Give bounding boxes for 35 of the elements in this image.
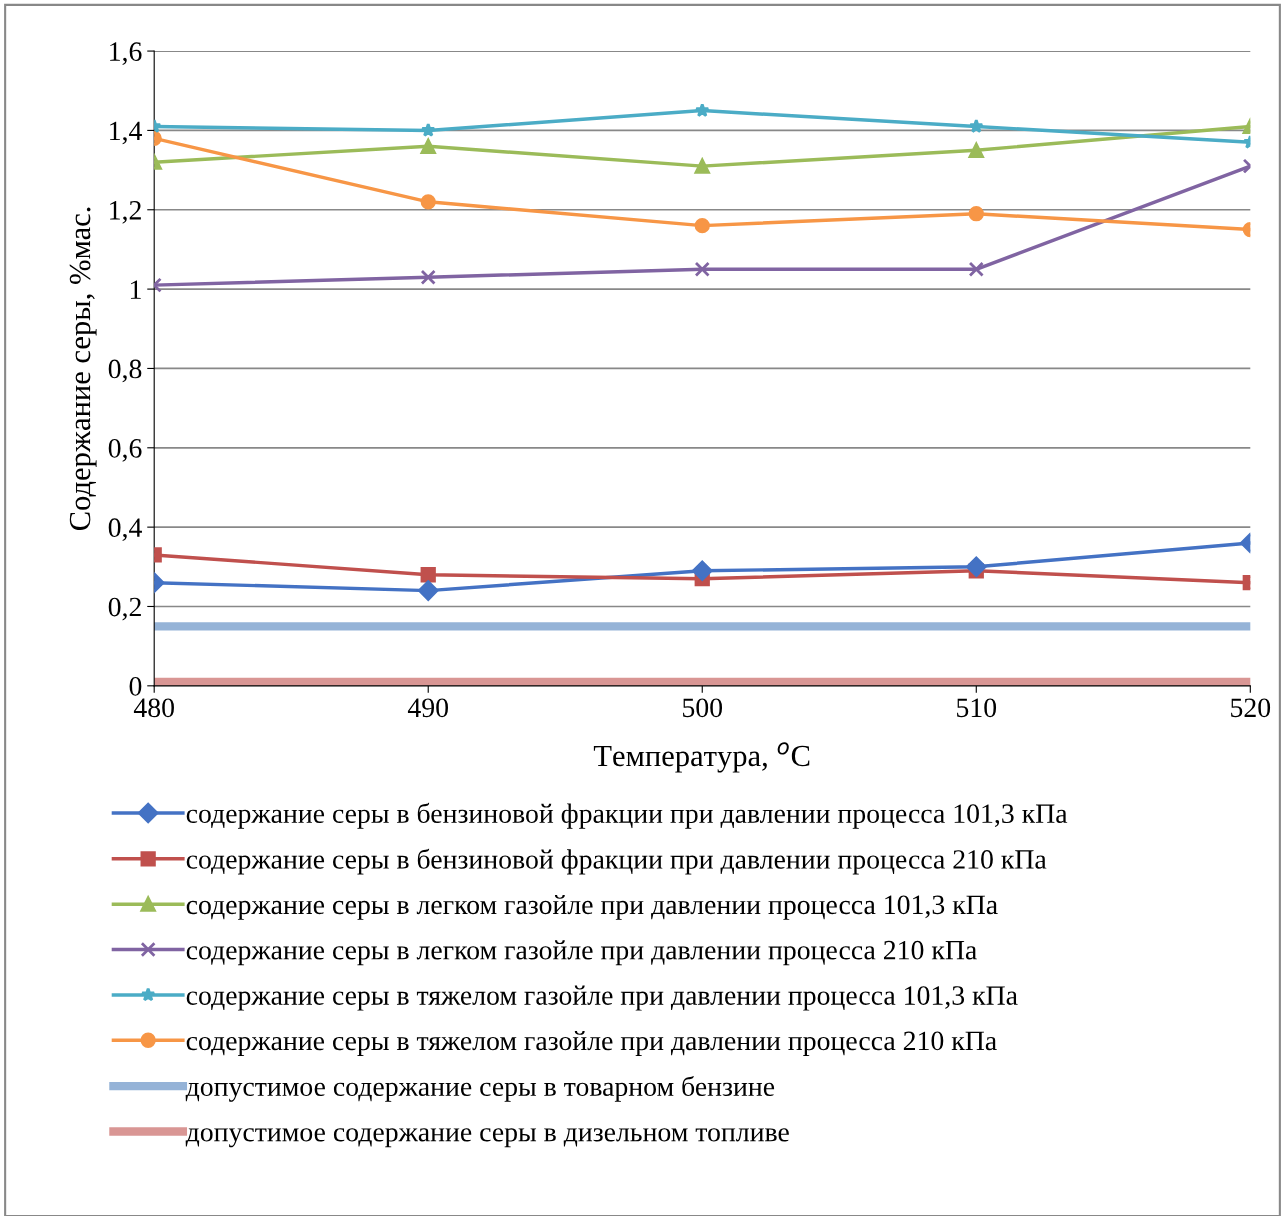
y-tick-label: 0,4 bbox=[108, 518, 142, 542]
point bbox=[694, 261, 710, 277]
x-tick-label: 480 bbox=[133, 698, 174, 718]
point bbox=[968, 206, 984, 222]
x-tick-label: 510 bbox=[957, 698, 997, 718]
x-tick-label: 490 bbox=[407, 698, 448, 718]
legend-label: содержание серы в бензиновой фракции при давлении процесса 101,3 кПа bbox=[186, 802, 1068, 829]
point bbox=[968, 142, 984, 158]
x-tick-label: 520 bbox=[1231, 698, 1271, 718]
legend-label: содержание серы в легком газойле при давлении процесса 101,3 кПа bbox=[186, 894, 998, 920]
point bbox=[968, 118, 984, 133]
y-tick-label: 1,2 bbox=[110, 201, 141, 224]
legend-label: содержание серы в тяжелом газойле при давлении процесса 101,3 кПа bbox=[186, 985, 1018, 1011]
x-axis-title: Температура, $^{o}$C bbox=[593, 742, 810, 773]
y-tick-label: 1,6 bbox=[110, 42, 142, 65]
y-tick-label: 0 bbox=[129, 676, 142, 696]
legend-label: содержание серы в тяжелом газойле при давлении процесса 210 кПа bbox=[186, 1030, 997, 1056]
point bbox=[418, 580, 439, 601]
x-tick-label: 500 bbox=[683, 698, 723, 718]
y-tick-label: 1,4 bbox=[110, 121, 142, 145]
y-tick-label: 0,6 bbox=[108, 438, 142, 462]
legend-label: допустимое содержание серы в товарном бензине bbox=[185, 1075, 775, 1102]
point bbox=[694, 158, 710, 174]
point bbox=[692, 560, 713, 581]
legend-label: содержание серы в легком газойле при давлении процесса 210 кПа bbox=[186, 940, 977, 966]
point bbox=[968, 261, 984, 277]
point bbox=[694, 102, 710, 118]
point bbox=[966, 556, 987, 578]
y-tick-label: 0,8 bbox=[108, 359, 142, 383]
y-tick-label: 1 bbox=[130, 280, 141, 299]
legend-label: допустимое содержание серы в дизельном топливе bbox=[185, 1128, 789, 1148]
point bbox=[694, 217, 710, 234]
legend-label: содержание серы в бензиновой фракции при давлении процесса 210 кПа bbox=[186, 848, 1047, 875]
y-tick-label: 0,2 bbox=[108, 597, 141, 621]
y-axis-title: Содержание серы, %мас. bbox=[69, 207, 97, 531]
